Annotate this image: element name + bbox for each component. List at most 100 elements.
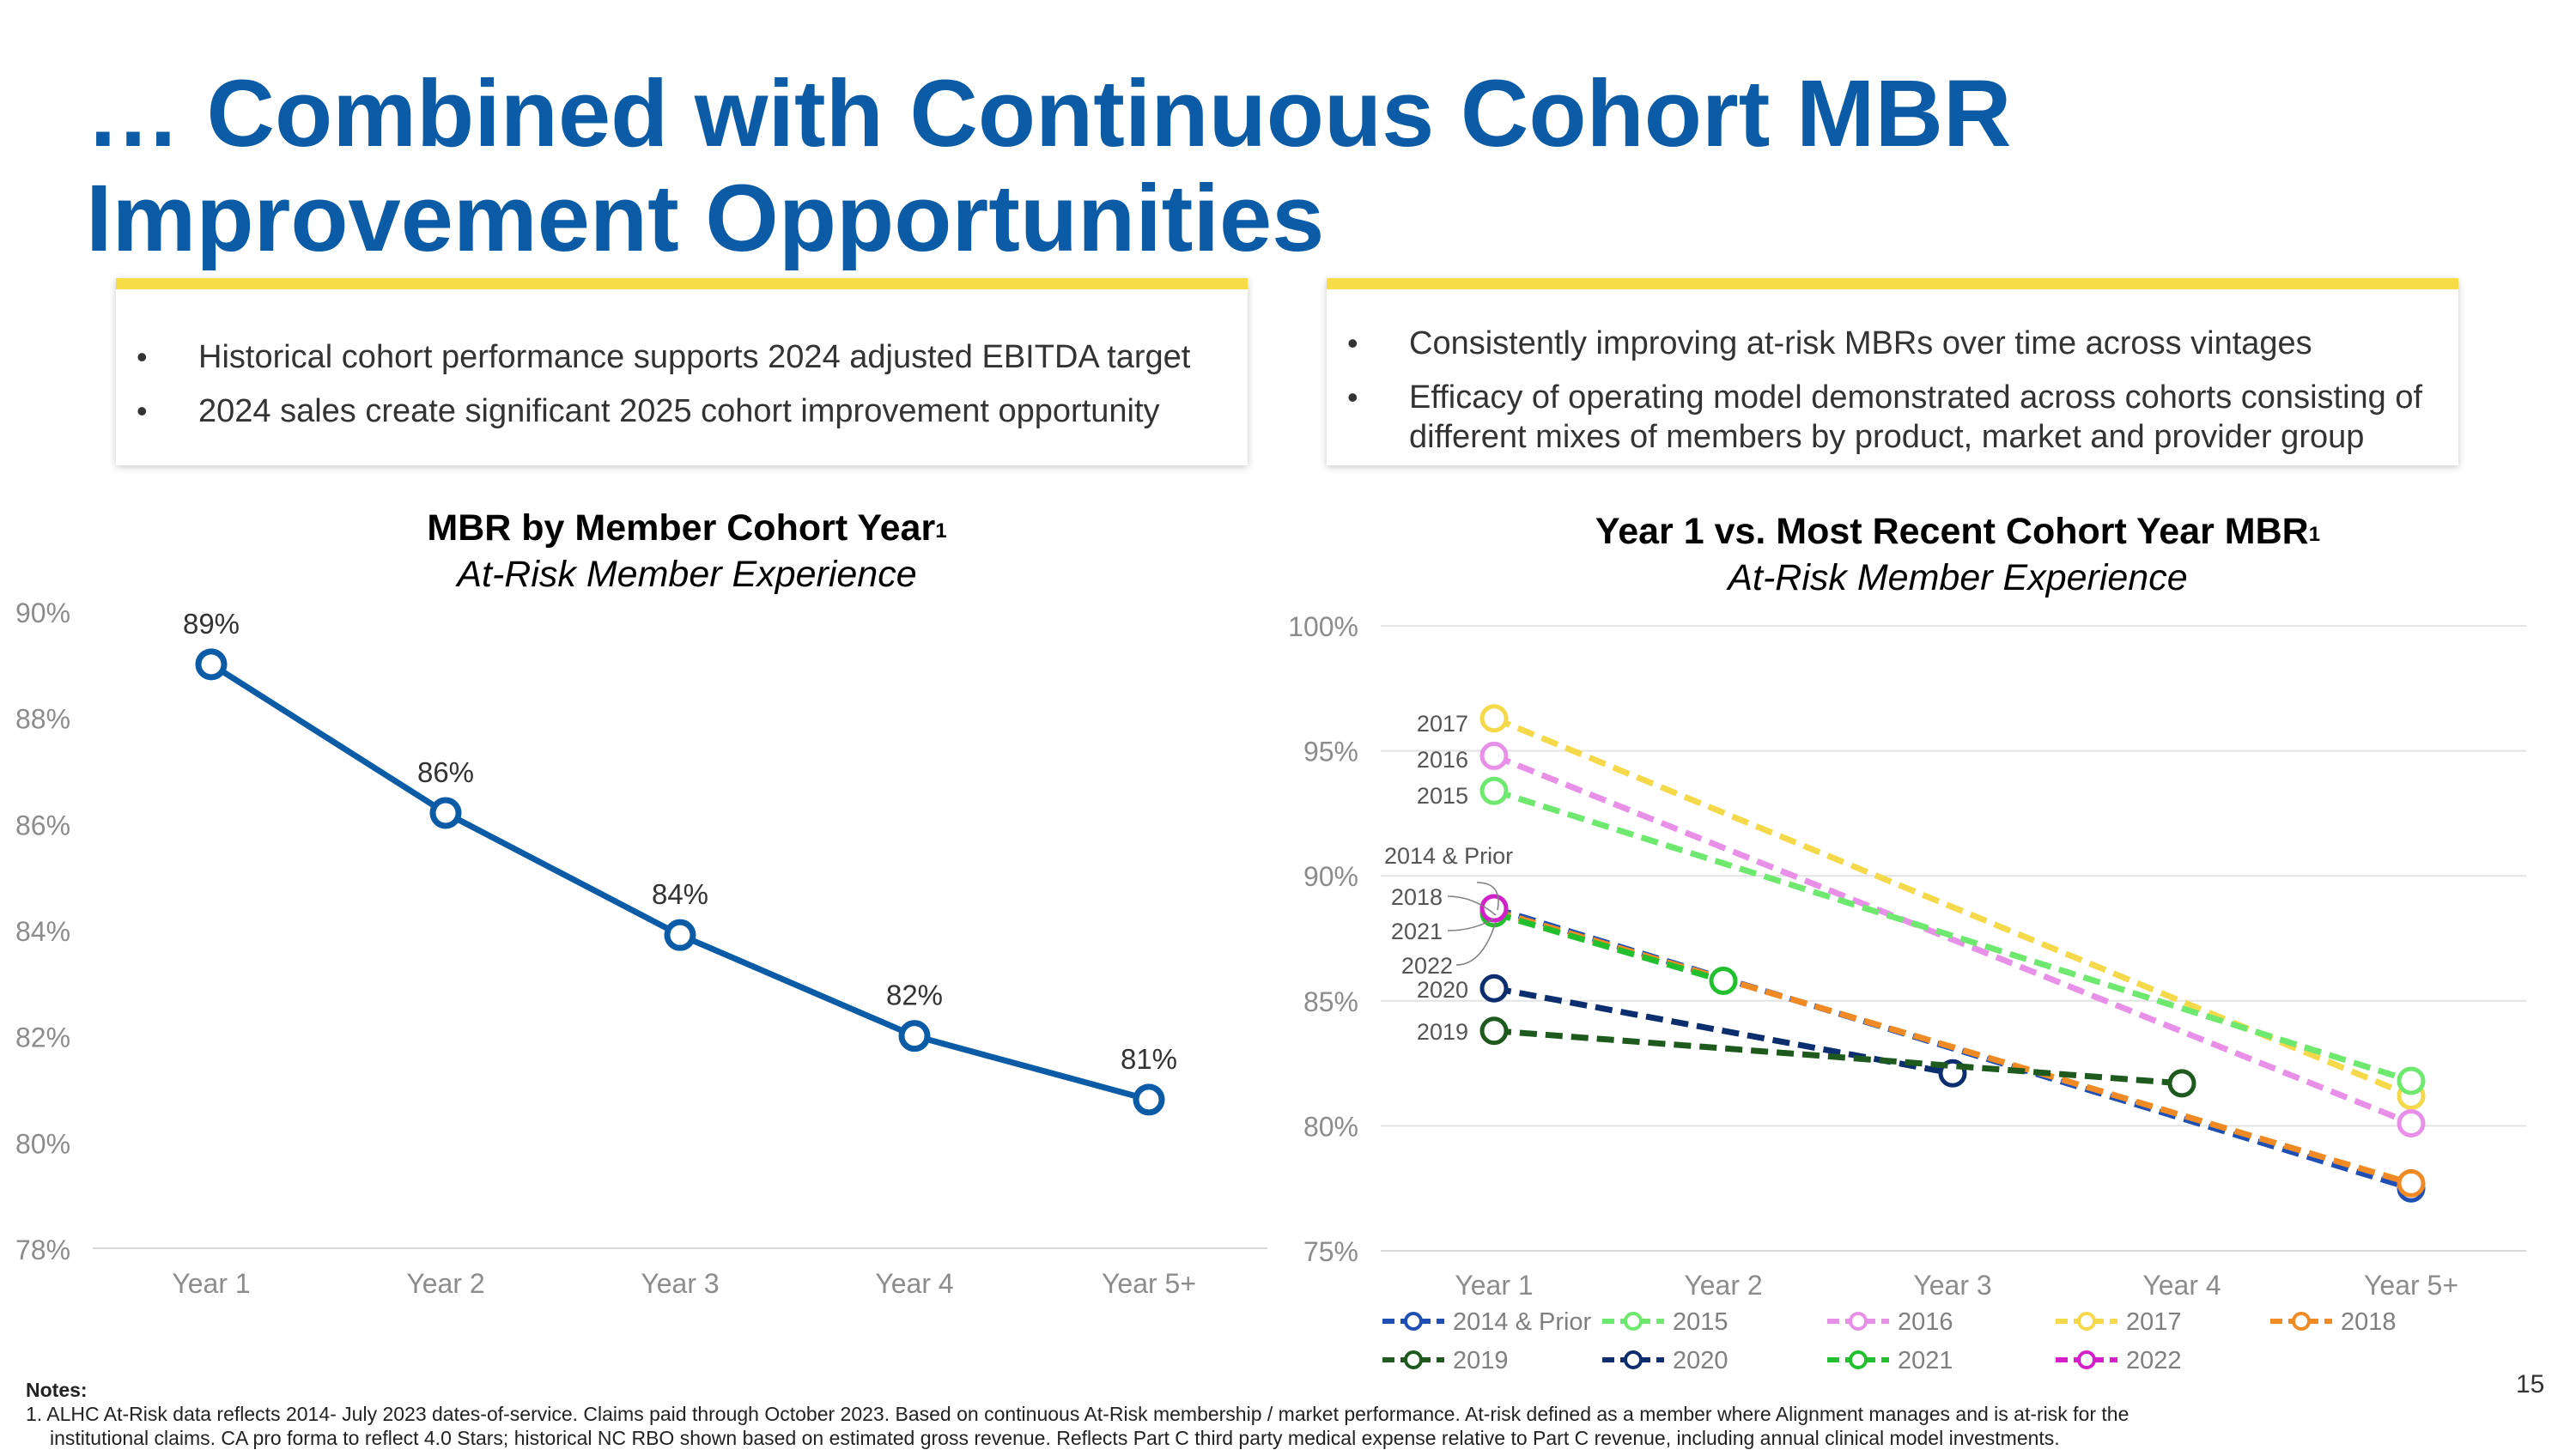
- notes-heading: Notes:: [26, 1379, 88, 1401]
- chart2-legend-marker: [1404, 1312, 1423, 1331]
- chart2-data-point: [2397, 1066, 2426, 1095]
- chart2-data-point: [1479, 704, 1509, 733]
- chart2-x-tick-label: Year 1: [1455, 1270, 1533, 1301]
- chart2-x-tick-label: Year 5+: [2364, 1270, 2458, 1301]
- chart1-data-label: 82%: [886, 980, 943, 1011]
- chart1-data-point: [429, 797, 462, 829]
- chart2-legend-label: 2014 & Prior: [1453, 1308, 1592, 1336]
- chart2-data-point: [2397, 1108, 2426, 1138]
- bullet-icon: •: [137, 339, 148, 374]
- chart1-data-label: 89%: [183, 608, 240, 640]
- chart2-annotation-label: 2019: [1417, 1019, 1468, 1045]
- chart2-leader-line: [1476, 882, 1499, 911]
- chart2-data-point: [1479, 741, 1509, 770]
- chart1-x-tick-label: Year 3: [641, 1268, 719, 1299]
- chart1-data-point: [195, 648, 228, 681]
- chart2-data-point: [1479, 894, 1509, 923]
- chart2-y-tick-label: 90%: [1303, 861, 1358, 892]
- chart2-y-tick-label: 75%: [1303, 1236, 1358, 1267]
- chart2-annotation-label: 2018: [1391, 884, 1443, 910]
- chart2-annotation-label: 2016: [1417, 747, 1468, 773]
- left-highlights-box: • Historical cohort performance supports …: [116, 278, 1248, 465]
- chart1-y-tick-label: 78%: [15, 1235, 70, 1265]
- chart2-legend-label: 2019: [1453, 1347, 1509, 1374]
- chart2-leader-line: [1455, 921, 1497, 966]
- chart1-subtitle: At-Risk Member Experience: [457, 554, 917, 595]
- chart2-legend-marker: [1624, 1312, 1643, 1331]
- chart2-series-line: [1492, 787, 2413, 1084]
- right-highlights-box: • Consistently improving at-risk MBRs ove…: [1327, 278, 2458, 465]
- bullet-icon: •: [1347, 325, 1358, 361]
- chart2-annotation-label: 2015: [1417, 783, 1468, 809]
- bullet-icon: •: [137, 393, 148, 428]
- chart2-data-point: [1479, 974, 1509, 1003]
- chart2-annotation-label: 2020: [1417, 977, 1468, 1003]
- chart1-data-point: [664, 919, 696, 951]
- chart1-title-text: MBR by Member Cohort Year: [427, 507, 936, 549]
- chart2-y-tick-label: 100%: [1288, 611, 1358, 642]
- notes-line-1: 1. ALHC At-Risk data reflects 2014- July…: [26, 1403, 2129, 1425]
- chart2-legend-label: 2021: [1898, 1347, 1953, 1374]
- chart1-y-tick-label: 88%: [15, 704, 70, 735]
- chart1-y-tick-label: 90%: [15, 598, 70, 628]
- chart2-x-tick-label: Year 4: [2142, 1270, 2221, 1301]
- chart2-legend-label: 2018: [2341, 1308, 2397, 1336]
- right-bullet-2: • Efficacy of operating model demonstrate…: [1327, 378, 2443, 457]
- chart2-series-line: [1493, 910, 1724, 984]
- left-bullet-text: 2024 sales create significant 2025 cohor…: [198, 393, 1160, 429]
- left-bullet-1: • Historical cohort performance supports …: [116, 337, 1198, 377]
- chart2-leader-line: [1447, 918, 1495, 931]
- chart2-legend-marker: [1624, 1350, 1643, 1369]
- chart2-data-point: [1479, 776, 1509, 805]
- right-bullet-text: Efficacy of operating model demonstrated…: [1409, 379, 2423, 455]
- chart2-y-tick-label: 95%: [1303, 737, 1358, 767]
- chart2-data-point: [2397, 1168, 2426, 1198]
- chart2-legend-label: 2020: [1673, 1347, 1728, 1374]
- chart2-annotation-label: 2021: [1391, 919, 1443, 944]
- chart2-legend-label: 2017: [2126, 1308, 2182, 1336]
- chart1-data-point: [1133, 1083, 1165, 1116]
- chart2-annotation-label: 2014 & Prior: [1384, 843, 1513, 869]
- chart2-series-line: [1493, 985, 1953, 1077]
- left-bullet-text: Historical cohort performance supports 2…: [198, 339, 1191, 375]
- chart1-data-point: [898, 1020, 931, 1053]
- chart1-data-label: 86%: [417, 756, 474, 788]
- chart2-leader-line: [1447, 895, 1497, 916]
- chart2-series-line: [1492, 753, 2413, 1126]
- chart1-data-label: 84%: [652, 878, 708, 910]
- chart1-y-tick-label: 80%: [15, 1128, 70, 1159]
- chart2-legend-label: 2016: [1898, 1308, 1953, 1336]
- chart2-legend-marker: [2077, 1312, 2096, 1331]
- chart2-footnote-ref: 1: [2308, 523, 2321, 546]
- right-bullet-text: Consistently improving at-risk MBRs over…: [1409, 325, 2312, 361]
- chart2-legend-marker: [2292, 1312, 2311, 1331]
- page-number: 15: [2516, 1370, 2545, 1398]
- chart2-legend-marker: [1849, 1350, 1868, 1369]
- chart2-annotation-label: 2022: [1401, 953, 1453, 979]
- chart2-data-point: [1709, 967, 1738, 996]
- chart1-x-tick-label: Year 1: [172, 1268, 250, 1299]
- slide-title: … Combined with Continuous Cohort MBR Im…: [86, 61, 2012, 271]
- notes-line-2: institutional claims. CA pro forma to re…: [50, 1427, 2060, 1449]
- chart2-legend-marker: [1404, 1350, 1423, 1369]
- chart2-legend-marker: [1849, 1312, 1868, 1331]
- chart2-data-point: [2167, 1069, 2196, 1098]
- chart1-footnote-ref: 1: [935, 519, 947, 543]
- right-bullet-1: • Consistently improving at-risk MBRs ove…: [1327, 324, 2443, 363]
- notes-section: Notes: 1. ALHC At-Risk data reflects 201…: [26, 1378, 2499, 1450]
- chart2-legend-label: 2022: [2126, 1347, 2182, 1374]
- chart2-x-tick-label: Year 2: [1684, 1270, 1762, 1301]
- chart2-legend-marker: [2077, 1350, 2096, 1369]
- chart1-y-tick-label: 84%: [15, 916, 70, 947]
- chart2-title-block: Year 1 vs. Most Recent Cohort Year MBR1 …: [1511, 508, 2404, 601]
- chart1-y-tick-label: 82%: [15, 1022, 70, 1053]
- chart1-title-block: MBR by Member Cohort Year1 At-Risk Membe…: [326, 505, 1048, 598]
- chart1-x-tick-label: Year 2: [406, 1268, 484, 1299]
- chart1-y-tick-label: 86%: [15, 810, 70, 840]
- chart2-y-tick-label: 80%: [1303, 1111, 1358, 1142]
- chart1-x-tick-label: Year 5+: [1102, 1268, 1196, 1299]
- chart2-legend-label: 2015: [1673, 1308, 1728, 1336]
- chart2-data-point: [1479, 1016, 1509, 1046]
- chart2-annotation-label: 2017: [1417, 711, 1468, 737]
- chart2-title-text: Year 1 vs. Most Recent Cohort Year MBR: [1595, 511, 2309, 552]
